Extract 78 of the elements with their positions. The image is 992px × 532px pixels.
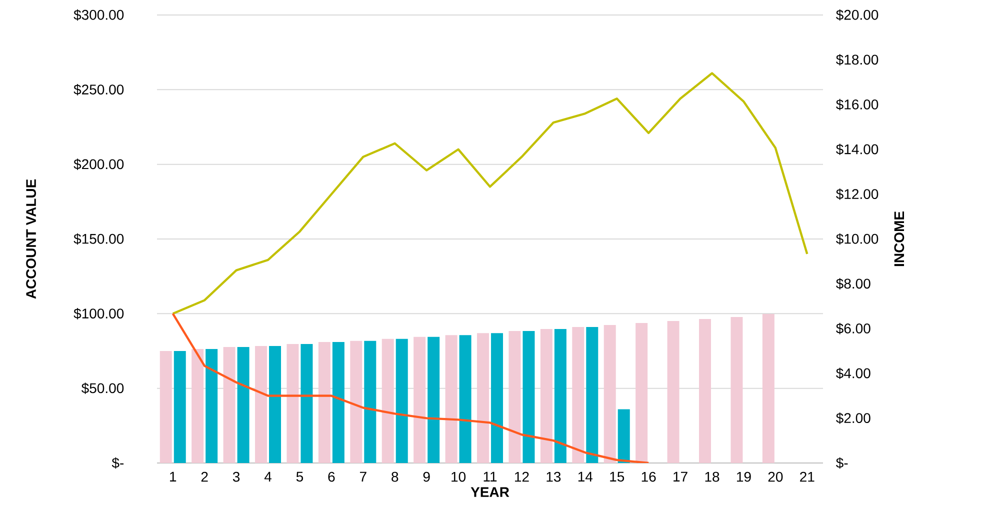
bar <box>636 322 648 463</box>
y2-tick-label: $6.00 <box>836 322 870 334</box>
y2-tick-label: $- <box>836 457 848 469</box>
bar <box>586 327 598 463</box>
line-series <box>172 72 808 315</box>
bar <box>396 338 408 463</box>
y2-tick-label: $4.00 <box>836 368 870 380</box>
bar <box>174 350 186 463</box>
x-tick-label: 18 <box>705 472 720 482</box>
bar <box>618 409 630 463</box>
bar <box>318 342 330 463</box>
bar <box>300 344 313 463</box>
bar <box>206 348 218 463</box>
bar <box>332 342 344 463</box>
x-tick-label: 11 <box>484 472 497 482</box>
x-tick-label: 9 <box>423 472 430 482</box>
bar <box>382 338 394 463</box>
bar <box>286 344 299 463</box>
y2-tick-label: $12.00 <box>836 188 878 200</box>
y-tick-label: $300.00 <box>74 9 124 21</box>
x-tick-label: 1 <box>170 472 176 482</box>
x-tick-label: 16 <box>642 472 656 482</box>
y-tick-label: $250.00 <box>74 84 124 96</box>
x-tick-label: 20 <box>768 472 783 482</box>
bar <box>554 329 566 463</box>
bar <box>477 333 490 463</box>
bar <box>522 331 535 463</box>
bar <box>540 329 552 463</box>
bar <box>667 320 680 463</box>
bar <box>730 316 743 463</box>
x-tick-label: 10 <box>452 472 466 482</box>
bar <box>572 327 584 463</box>
y2-tick-label: $18.00 <box>836 54 878 66</box>
x-tick-label: 14 <box>578 472 593 482</box>
bar <box>459 335 472 463</box>
x-tick-label: 21 <box>800 472 814 482</box>
y2-tick-label: $8.00 <box>836 278 870 290</box>
x-tick-label: 12 <box>515 472 529 482</box>
x-tick-label: 19 <box>736 472 751 482</box>
y2-tick-label: $16.00 <box>836 98 878 110</box>
x-tick-label: 17 <box>674 472 688 482</box>
bar <box>428 336 440 463</box>
x-tick-label: 4 <box>264 472 272 482</box>
bar <box>160 350 172 463</box>
y2-tick-label: $20.00 <box>836 9 878 21</box>
y-tick-label: $200.00 <box>74 158 124 170</box>
bar <box>255 346 268 463</box>
bar <box>350 340 362 463</box>
x-tick-label: 15 <box>610 472 624 482</box>
x-tick-label: 6 <box>328 472 335 482</box>
bar <box>269 346 282 463</box>
x-tick-label: 7 <box>360 472 366 482</box>
bar <box>445 335 458 463</box>
bar <box>762 314 774 463</box>
y2-tick-label: $14.00 <box>836 144 878 156</box>
y2-tick-label: $10.00 <box>836 233 878 245</box>
y-tick-label: $- <box>112 457 124 469</box>
bar <box>491 333 504 463</box>
x-axis-title: YEAR <box>470 487 510 497</box>
x-tick-label: 8 <box>392 472 398 482</box>
bar <box>414 336 426 463</box>
x-tick-label: 2 <box>201 472 208 482</box>
x-tick-label: 5 <box>296 472 304 482</box>
y2-tick-label: $2.00 <box>836 412 870 424</box>
y2-axis-title: INCOME <box>894 212 904 266</box>
bar <box>192 348 204 463</box>
y-axis-title: ACCOUNT VALUE <box>26 179 36 299</box>
bar <box>237 346 250 463</box>
bar <box>364 340 376 463</box>
y-tick-label: $50.00 <box>81 382 124 394</box>
x-tick-label: 3 <box>232 472 240 482</box>
x-tick-label: 13 <box>546 472 561 482</box>
bar <box>604 325 616 463</box>
bar <box>508 331 521 463</box>
y-tick-label: $100.00 <box>74 308 124 320</box>
bar <box>223 346 236 463</box>
bar <box>699 318 712 463</box>
y-tick-label: $150.00 <box>74 233 124 245</box>
